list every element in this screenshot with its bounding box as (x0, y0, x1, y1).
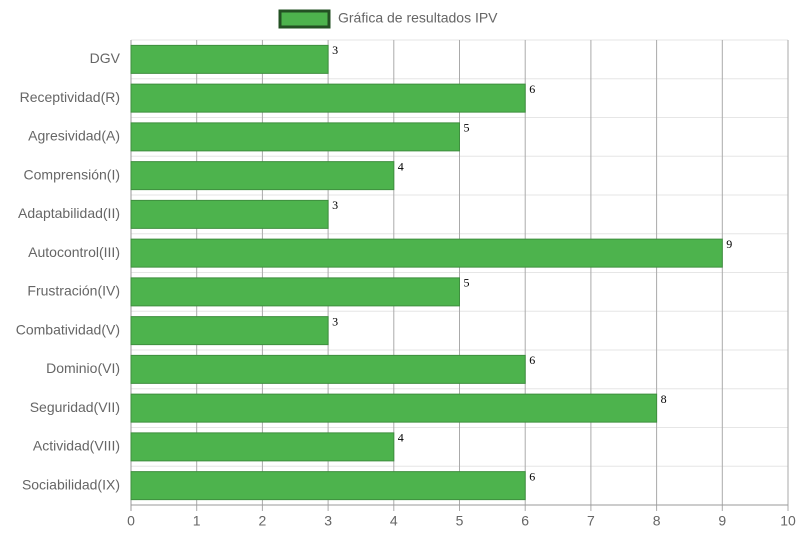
data-label: 4 (398, 159, 404, 173)
y-tick-label: Actividad(VIII) (33, 438, 120, 454)
data-label: 5 (464, 276, 470, 290)
data-label: 9 (726, 237, 732, 251)
x-tick-label: 2 (259, 513, 267, 529)
legend-label: Gráfica de resultados IPV (338, 10, 498, 26)
bar (130, 432, 395, 462)
y-tick-label: Frustración(IV) (27, 283, 120, 299)
x-tick-label: 4 (390, 513, 398, 529)
x-tick-label: 8 (653, 513, 661, 529)
data-label: 3 (332, 314, 338, 328)
data-label: 4 (398, 431, 404, 445)
bar (130, 161, 395, 191)
x-tick-label: 10 (780, 513, 796, 529)
bar (130, 44, 329, 74)
data-label: 6 (529, 82, 535, 96)
bar (130, 277, 460, 307)
bar (130, 316, 329, 346)
bar (130, 238, 723, 268)
x-tick-label: 0 (127, 513, 135, 529)
bar (130, 122, 460, 152)
y-tick-label: Sociabilidad(IX) (22, 476, 120, 492)
bar (130, 354, 526, 384)
data-label: 3 (332, 43, 338, 57)
bar (130, 199, 329, 229)
data-label: 3 (332, 198, 338, 212)
y-tick-label: Seguridad(VII) (30, 399, 120, 415)
x-tick-label: 7 (587, 513, 595, 529)
y-tick-label: Comprensión(I) (24, 166, 120, 182)
y-tick-label: Dominio(VI) (46, 360, 120, 376)
bar (130, 471, 526, 501)
data-label: 6 (529, 353, 535, 367)
y-tick-label: Receptividad(R) (20, 89, 120, 105)
x-tick-label: 9 (718, 513, 726, 529)
x-tick-label: 1 (193, 513, 201, 529)
x-tick-label: 6 (521, 513, 529, 529)
y-tick-label: Agresividad(A) (28, 128, 120, 144)
bar (130, 393, 658, 423)
data-label: 6 (529, 469, 535, 483)
y-tick-label: DGV (90, 50, 121, 66)
x-tick-label: 3 (324, 513, 332, 529)
bar (130, 83, 526, 113)
data-label: 5 (464, 121, 470, 135)
data-label: 8 (661, 392, 667, 406)
legend-swatch (278, 9, 331, 29)
x-tick-label: 5 (456, 513, 464, 529)
y-tick-label: Combatividad(V) (16, 321, 120, 337)
y-tick-label: Adaptabilidad(II) (18, 205, 120, 221)
y-tick-label: Autocontrol(III) (28, 244, 120, 260)
